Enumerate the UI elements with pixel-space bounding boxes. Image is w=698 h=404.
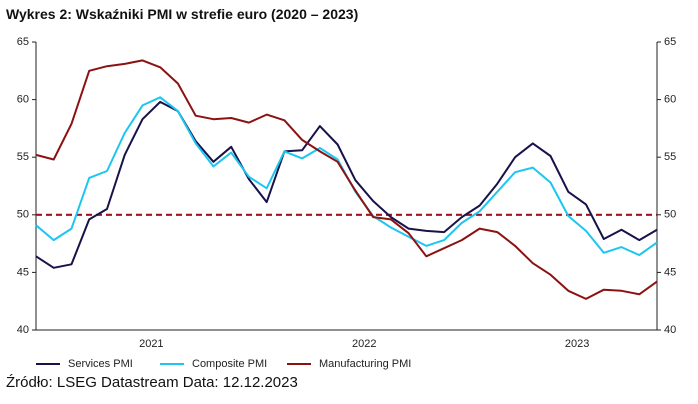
- y2-tick-label: 55: [664, 151, 676, 163]
- legend-label: Composite PMI: [192, 358, 267, 370]
- series-line: [35, 59, 658, 300]
- y-tick-label: 40: [17, 324, 29, 336]
- series-line: [35, 100, 658, 269]
- y-tick-label: 50: [17, 209, 29, 221]
- y-tick-label: 55: [17, 151, 29, 163]
- y-tick-label: 60: [17, 94, 29, 106]
- y2-tick-label: 60: [664, 94, 676, 106]
- chart-title: Wykres 2: Wskaźniki PMI w strefie euro (…: [6, 6, 359, 22]
- x-tick-label: 2022: [352, 338, 376, 350]
- x-tick-label: 2021: [139, 338, 163, 350]
- y2-tick-label: 65: [664, 36, 676, 48]
- y-tick-label: 65: [17, 36, 29, 48]
- source: Źródło: LSEG Datastream Data: 12.12.2023: [6, 374, 298, 391]
- y2-tick-label: 45: [664, 266, 676, 278]
- y2-tick-label: 40: [664, 324, 676, 336]
- y2-tick-label: 50: [664, 209, 676, 221]
- y-tick-label: 45: [17, 266, 29, 278]
- legend-label: Manufacturing PMI: [319, 358, 411, 370]
- x-tick-label: 2023: [565, 338, 589, 350]
- legend-label: Services PMI: [68, 358, 133, 370]
